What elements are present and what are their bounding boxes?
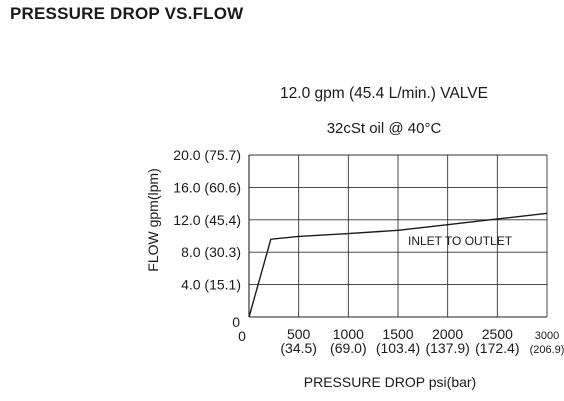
y-tick-label: 4.0 (15.1) <box>181 277 241 293</box>
page-heading: PRESSURE DROP VS.FLOW <box>10 4 244 23</box>
x-tick-label: 3000 <box>535 330 559 342</box>
x-tick-label: 2500 <box>482 326 513 342</box>
x-tick-label: 2000 <box>432 326 463 342</box>
flow-curve <box>248 212 548 318</box>
y-tick-label: 16.0 (60.6) <box>173 179 241 195</box>
x-tick-label: 1500 <box>382 326 413 342</box>
x-origin-label: 0 <box>238 328 246 344</box>
chart-subtitle: 32cSt oil @ 40°C <box>327 120 442 137</box>
chart-axes <box>248 155 547 318</box>
y-origin-label: 0 <box>232 314 240 330</box>
x-axis-label: PRESSURE DROP psi(bar) <box>304 374 476 390</box>
y-tick-label: 20.0 (75.7) <box>173 147 241 163</box>
y-tick-label: 12.0 (45.4) <box>173 212 241 228</box>
x-tick-label: 1000 <box>333 326 364 342</box>
x-tick-label: 500 <box>287 326 311 342</box>
chart-series <box>248 212 548 318</box>
x-tick-sublabel: (34.5) <box>280 340 317 356</box>
x-tick-sublabel: (206.9) <box>530 344 564 356</box>
x-tick-sublabel: (69.0) <box>330 340 367 356</box>
chart-annotation: INLET TO OUTLET <box>408 234 513 248</box>
y-tick-label: 8.0 (30.3) <box>181 244 241 260</box>
chart-title: 12.0 gpm (45.4 L/min.) VALVE <box>280 85 488 102</box>
y-axis-label: FLOW gpm(lpm) <box>145 168 161 271</box>
x-tick-sublabel: (137.9) <box>425 340 469 356</box>
x-tick-sublabel: (172.4) <box>475 340 519 356</box>
chart-tick-labels: 4.0 (15.1) 8.0 (30.3) 12.0 (45.4) 16.0 (60.… <box>173 147 564 356</box>
x-tick-sublabel: (103.4) <box>376 340 420 356</box>
